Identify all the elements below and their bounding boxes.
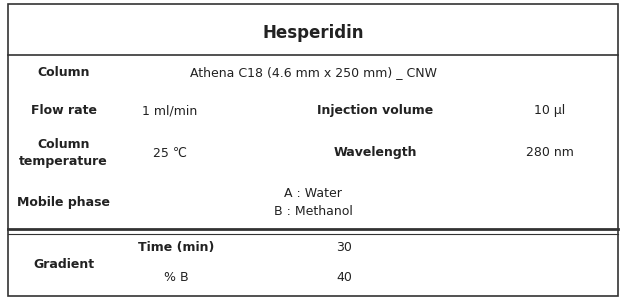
Text: 280 nm: 280 nm [526,146,574,160]
Text: Gradient: Gradient [33,258,95,272]
Text: Time (min): Time (min) [138,241,214,254]
Text: 1 ml/min: 1 ml/min [142,104,197,117]
Text: 25 ℃: 25 ℃ [153,146,187,160]
Text: Hesperidin: Hesperidin [262,24,364,42]
Text: % B: % B [163,271,188,284]
Text: A : Water
B : Methanol: A : Water B : Methanol [274,187,352,218]
Text: 10 μl: 10 μl [534,104,565,117]
Text: 40: 40 [336,271,352,284]
Text: Athena C18 (4.6 mm x 250 mm) _ CNW: Athena C18 (4.6 mm x 250 mm) _ CNW [190,66,436,79]
Text: Wavelength: Wavelength [334,146,417,160]
Text: 30: 30 [336,241,352,254]
FancyBboxPatch shape [8,4,618,296]
Text: Injection volume: Injection volume [317,104,433,117]
Text: Column
temperature: Column temperature [19,138,108,168]
Text: Mobile phase: Mobile phase [17,196,110,208]
Text: Flow rate: Flow rate [31,104,96,117]
Text: Column: Column [38,66,90,79]
